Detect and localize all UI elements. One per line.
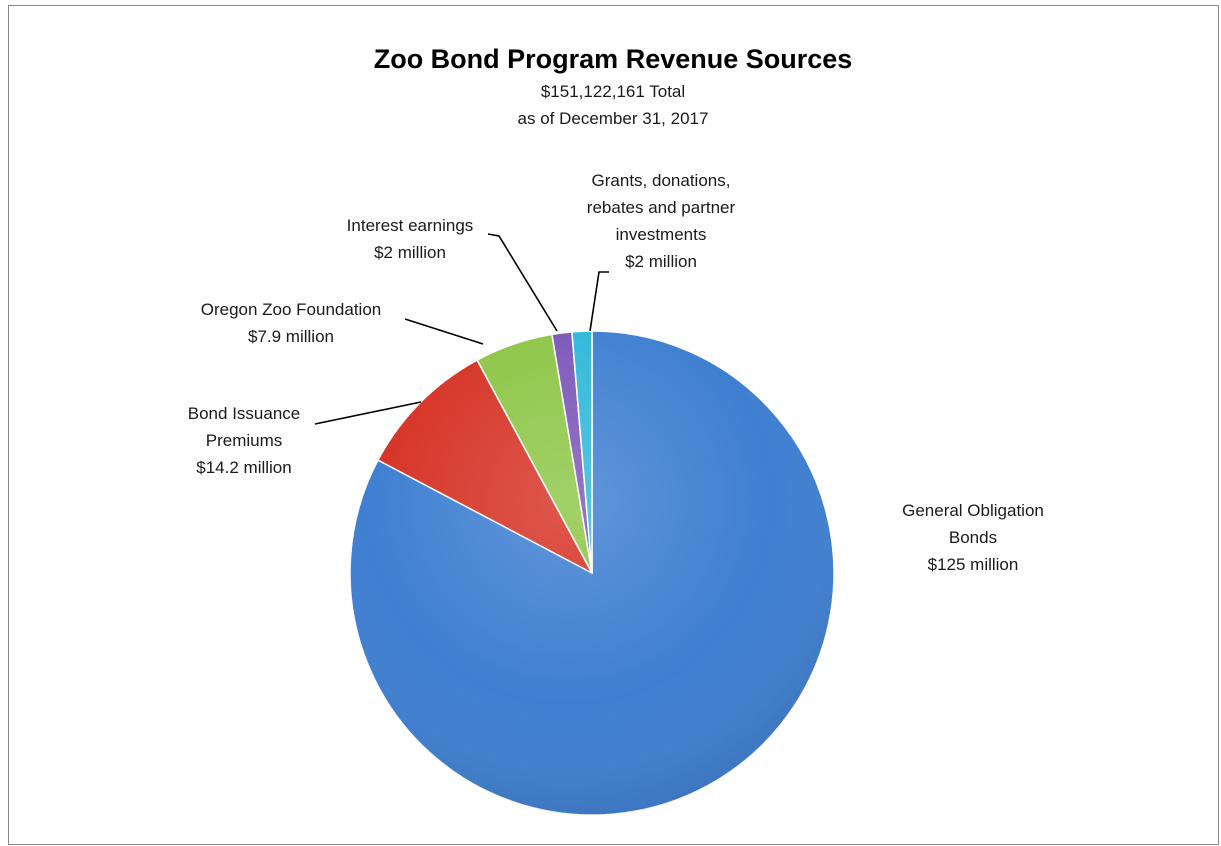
slice-label-zoo-foundation-line-1: $7.9 million [248,327,334,346]
slice-label-grants-line-0: Grants, donations, [592,171,731,190]
slice-label-general-obligation-line-1: Bonds [949,528,997,547]
slice-label-general-obligation-line-2: $125 million [928,555,1019,574]
leader-lines [314,233,609,425]
slice-label-grants-line-1: rebates and partner [587,198,736,217]
slice-labels: General Obligation Bonds $125 million Bond … [188,171,1044,574]
slice-label-bond-premiums-line-1: Premiums [206,431,283,450]
slice-label-bond-premiums-line-0: Bond Issuance [188,404,300,423]
leader-line-zoo-foundation [404,318,484,345]
pie-chart: Zoo Bond Program Revenue Sources $151,12… [188,44,1044,816]
slice-label-grants-line-2: investments [616,225,707,244]
slice-label-bond-premiums-line-2: $14.2 million [196,458,291,477]
slice-label-interest-line-1: $2 million [374,243,446,262]
leader-line-bond-premiums [314,401,422,425]
chart-subtitle-date: as of December 31, 2017 [518,109,709,128]
chart-frame: Zoo Bond Program Revenue Sources $151,12… [8,5,1219,845]
chart-title: Zoo Bond Program Revenue Sources [374,44,853,74]
chart-subtitle-total: $151,122,161 Total [541,82,685,101]
pie-slices [349,330,835,816]
slice-label-interest-line-0: Interest earnings [347,216,474,235]
leader-line-interest [487,233,558,332]
slice-label-general-obligation-line-0: General Obligation [902,501,1044,520]
top-edge-fragment [0,0,8,5]
leader-line-grants [589,271,609,332]
slice-label-grants-line-3: $2 million [625,252,697,271]
slice-label-zoo-foundation-line-0: Oregon Zoo Foundation [201,300,382,319]
